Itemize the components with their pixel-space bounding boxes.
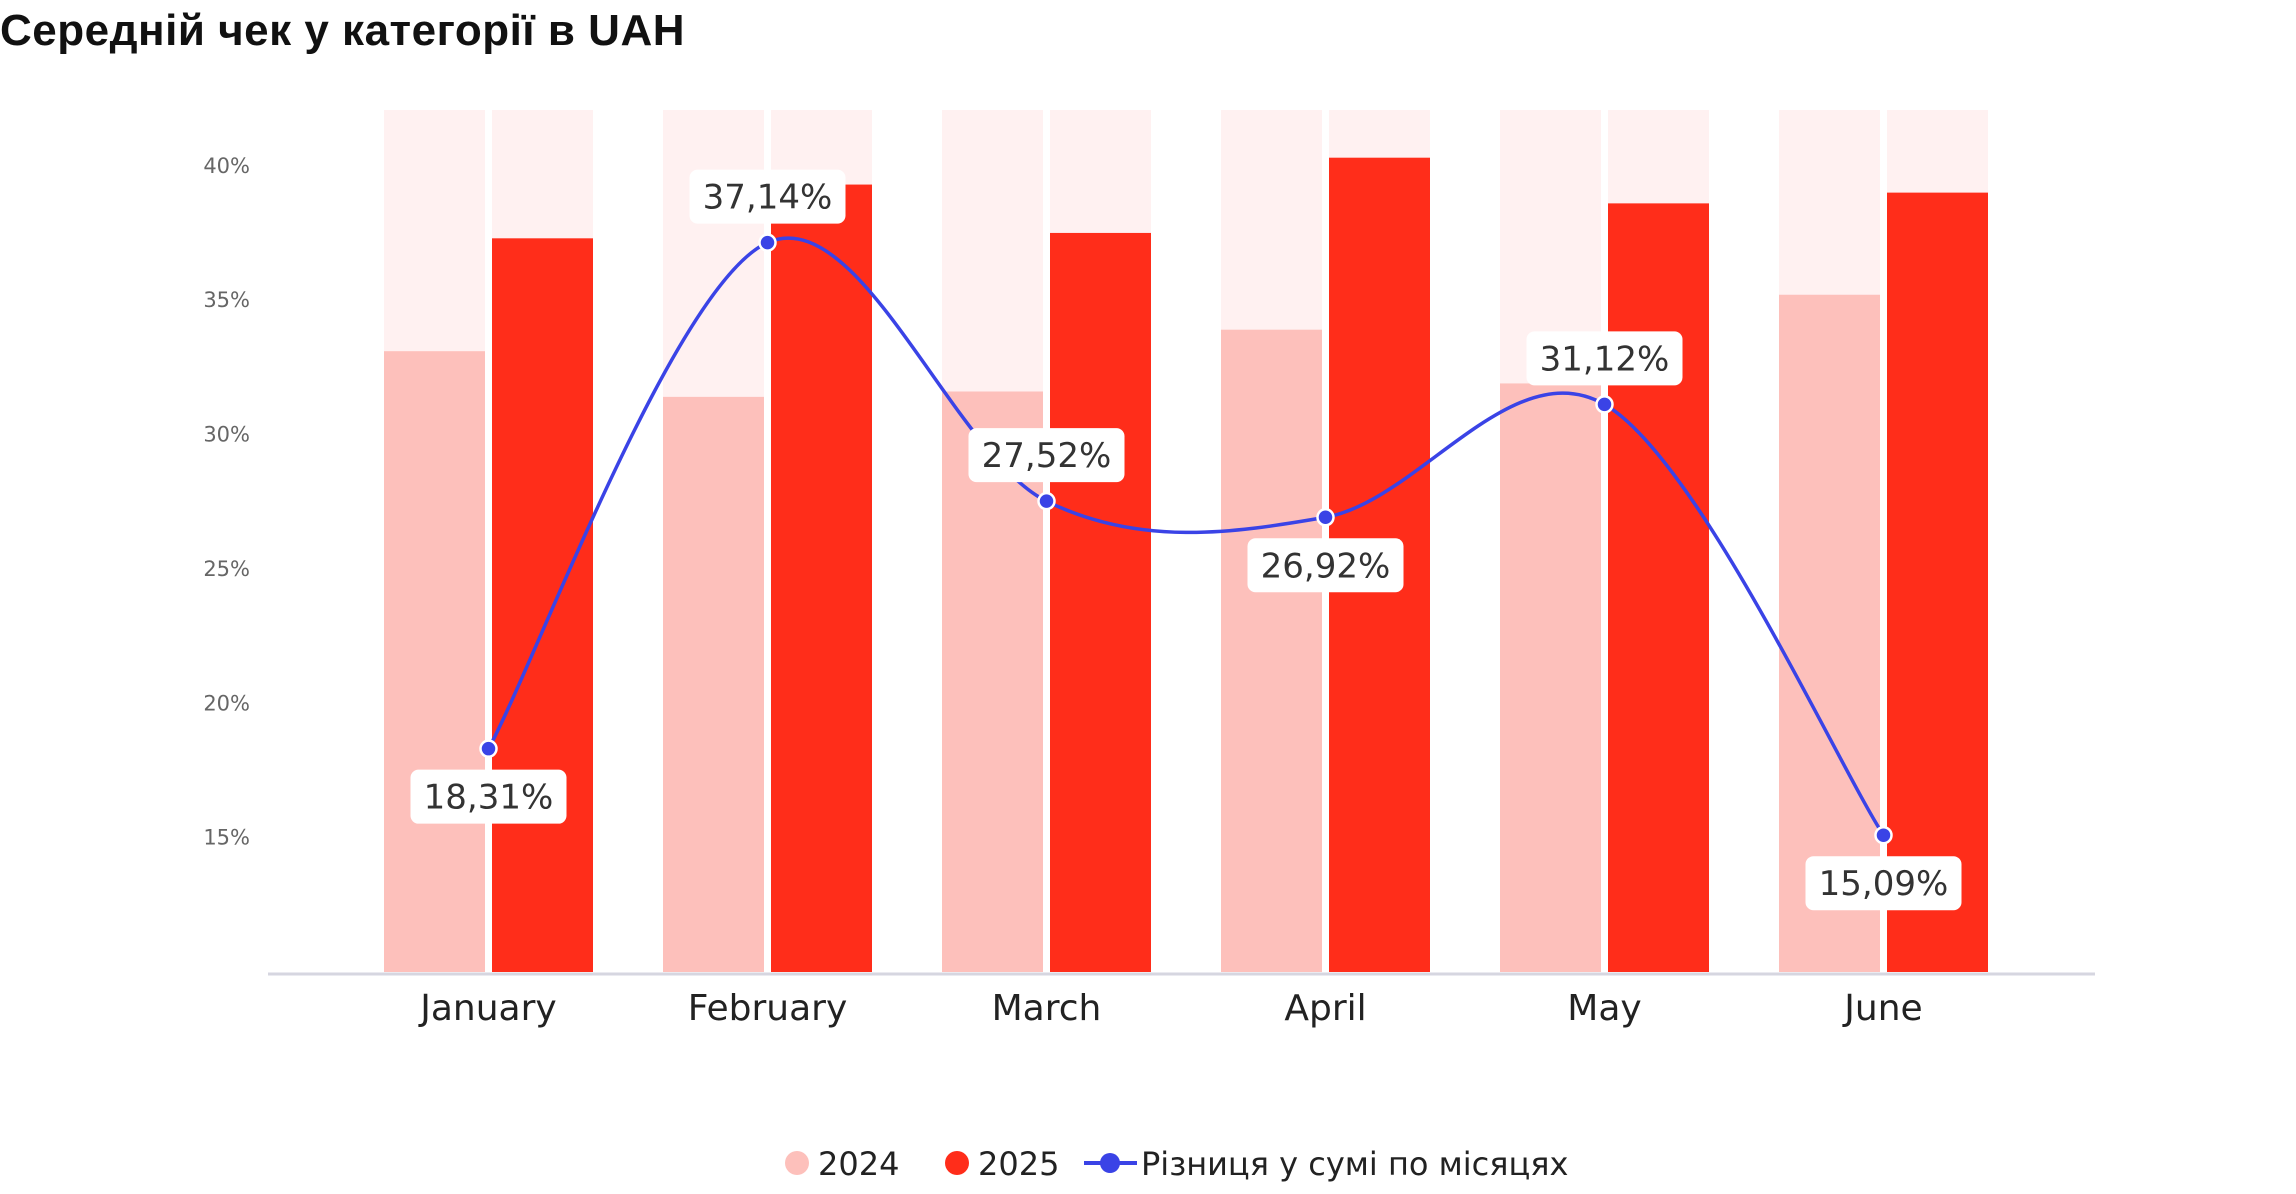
data-label: 37,14% xyxy=(703,178,833,218)
bar-2025-january xyxy=(492,238,593,972)
data-label: 15,09% xyxy=(1819,864,1949,904)
x-tick-label: January xyxy=(418,988,556,1029)
difference-line-path xyxy=(486,236,1885,837)
bar-2025-june xyxy=(1887,192,1988,972)
data-label-box xyxy=(1247,538,1404,593)
difference-point xyxy=(1595,395,1614,414)
y-tick-label: 40% xyxy=(203,154,250,178)
difference-point xyxy=(479,739,498,758)
x-tick-label: February xyxy=(688,988,848,1029)
legend-label-2024: 2024 xyxy=(818,1145,899,1183)
bar-2025-may xyxy=(1608,203,1709,972)
legend-marker-2025 xyxy=(945,1151,969,1175)
difference-point xyxy=(1874,825,1893,845)
y-tick-label: 30% xyxy=(203,423,250,447)
difference-line xyxy=(479,233,1893,845)
x-tick-label: March xyxy=(992,988,1102,1029)
bar-2024-may xyxy=(1500,383,1601,972)
bars xyxy=(384,157,1988,972)
data-labels: 18,31% 37,14% 27,52% 26,92% 31,12% 15,09% xyxy=(410,169,1962,911)
bar-2025-march xyxy=(1050,232,1151,972)
x-tick-label: June xyxy=(1842,988,1922,1029)
data-label-box xyxy=(1526,331,1683,386)
data-label: 18,31% xyxy=(424,778,554,818)
y-tick-label: 25% xyxy=(203,557,250,581)
legend-label-2025: 2025 xyxy=(978,1145,1059,1183)
bar-2024-february xyxy=(663,396,764,972)
difference-point xyxy=(758,233,777,252)
x-tick-label: April xyxy=(1284,988,1366,1029)
bar-2024-april xyxy=(1221,329,1322,972)
legend-marker-2024 xyxy=(785,1151,809,1175)
legend: 2024 2025 Різниця у сумі по місяцях xyxy=(785,1145,1568,1183)
x-tick-label: May xyxy=(1567,988,1641,1029)
bar-2025-february xyxy=(771,184,872,972)
data-label: 27,52% xyxy=(982,436,1112,476)
bar-background-bands xyxy=(384,110,1988,972)
data-label-box xyxy=(1805,856,1962,911)
data-label-box xyxy=(689,169,846,224)
chart-title: Середній чек у категорії в UAH xyxy=(0,6,685,55)
y-tick-label: 15% xyxy=(203,826,250,850)
difference-point xyxy=(1037,491,1056,511)
x-axis-ticks: January February March April May June xyxy=(418,988,1922,1029)
legend-marker-line-dot xyxy=(1100,1153,1120,1173)
y-axis-ticks: 15% 20% 25% 30% 35% 40% xyxy=(203,154,250,850)
data-label: 31,12% xyxy=(1540,339,1670,379)
y-tick-label: 35% xyxy=(203,288,250,312)
data-label: 26,92% xyxy=(1261,546,1391,586)
difference-point xyxy=(1316,508,1335,527)
bar-2024-january xyxy=(384,351,485,972)
data-label-box xyxy=(410,769,567,824)
y-tick-label: 20% xyxy=(203,691,250,715)
legend-label-difference: Різниця у сумі по місяцях xyxy=(1141,1145,1568,1183)
data-label-box xyxy=(968,428,1125,483)
